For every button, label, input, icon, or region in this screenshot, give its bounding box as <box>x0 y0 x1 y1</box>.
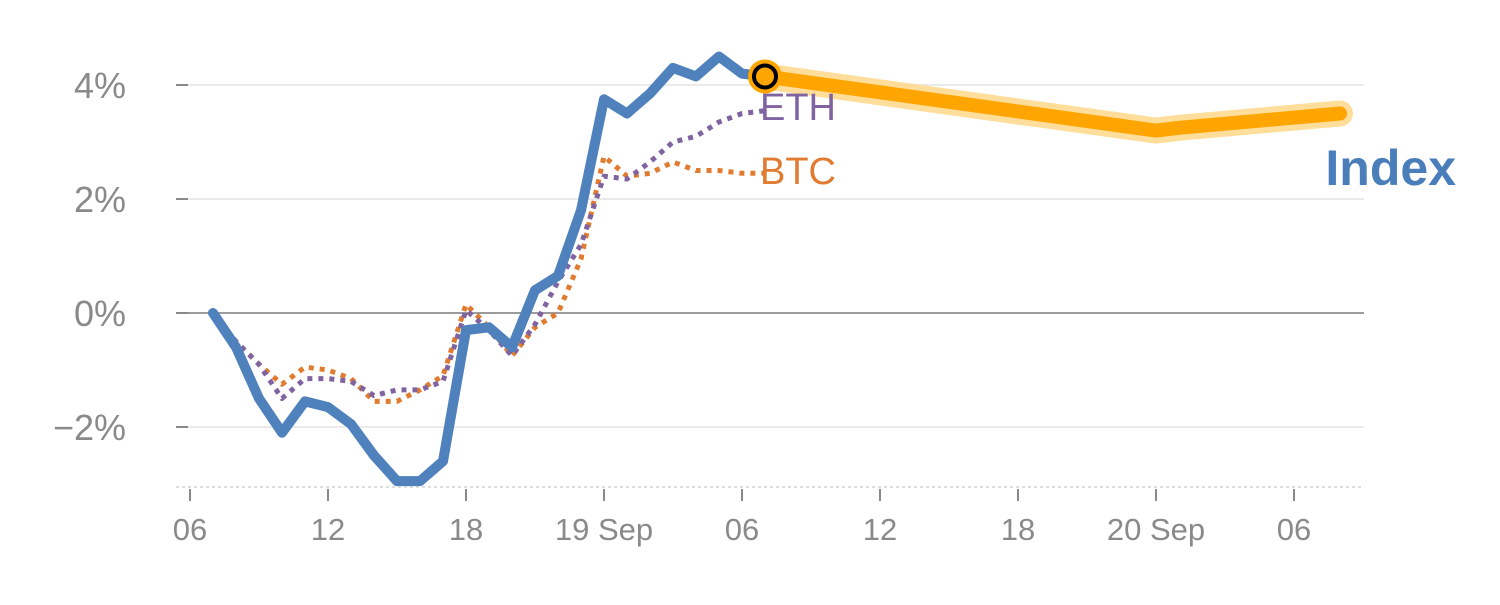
x-tick-label: 12 <box>863 512 897 547</box>
current-point-marker <box>752 63 778 90</box>
x-tick-label: 20 Sep <box>1107 512 1205 547</box>
y-tick-label: 2% <box>74 179 126 220</box>
series-line-index <box>208 51 770 487</box>
y-tick-label: 4% <box>74 65 126 106</box>
series-line-index-forecast <box>758 69 1347 138</box>
axes: −2% 0% 2% 4% 06 12 18 19 Sep 06 12 18 20 Sep 06 <box>53 65 1364 547</box>
series-label-index: Index <box>1325 140 1456 196</box>
x-tick-label: 18 <box>449 512 483 547</box>
series-line-eth <box>211 108 766 401</box>
x-tick-label: 18 <box>1001 512 1035 547</box>
x-tick-label: 12 <box>311 512 345 547</box>
x-tick-label: 19 Sep <box>555 512 653 547</box>
series-labels: ETH BTC Index <box>760 87 1456 196</box>
x-tick-label: 06 <box>173 512 207 547</box>
series <box>208 51 1353 487</box>
y-tick-label: −2% <box>53 407 126 448</box>
x-tick-label: 06 <box>725 512 759 547</box>
series-label-btc: BTC <box>760 151 836 193</box>
y-tick-label: 0% <box>74 293 126 334</box>
markers <box>748 59 782 94</box>
series-line-btc <box>211 153 765 404</box>
x-tick-label: 06 <box>1277 512 1311 547</box>
series-label-eth: ETH <box>760 87 836 129</box>
